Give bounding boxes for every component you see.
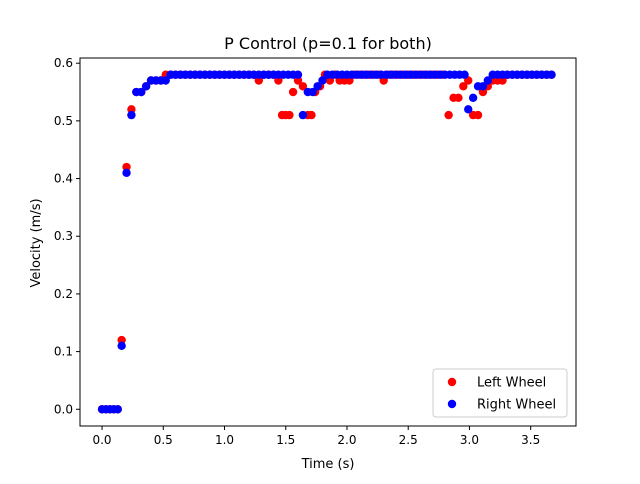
y-tick-label: 0.5	[54, 114, 73, 128]
left-wheel-point	[459, 82, 468, 91]
right-wheel-point	[141, 82, 151, 91]
y-axis-label: Velocity (m/s)	[29, 198, 44, 287]
right-wheel-point	[113, 405, 122, 414]
right-wheel-point	[117, 341, 126, 351]
left-wheel-point	[254, 76, 264, 85]
x-tick-label: 0.5	[154, 433, 173, 447]
left-wheel-point	[478, 87, 488, 97]
left-wheel-point	[274, 76, 283, 85]
right-wheel-point	[547, 70, 556, 79]
x-tick-label: 0.0	[92, 433, 111, 447]
x-tick-label: 1.5	[276, 433, 295, 447]
left-wheel-point	[285, 110, 294, 120]
right-wheel-point	[308, 87, 317, 97]
left-wheel-point	[473, 110, 483, 120]
right-wheel-point	[468, 93, 478, 102]
left-wheel-point	[498, 76, 507, 85]
x-tick-label: 3.0	[460, 433, 479, 447]
right-wheel-point	[298, 110, 308, 120]
series-right-wheel	[97, 70, 556, 414]
right-wheel-point	[293, 70, 303, 79]
right-wheel-point	[313, 82, 322, 91]
x-axis-label: Time (s)	[301, 457, 355, 472]
left-wheel-point	[444, 110, 453, 120]
plot-area	[80, 58, 576, 426]
y-axis-ticks: 0.0 0.1 0.2 0.3 0.4 0.5 0.6	[54, 56, 80, 416]
right-wheel-point	[137, 87, 146, 97]
y-tick-label: 0.3	[54, 229, 73, 243]
left-wheel-point	[307, 110, 316, 120]
left-wheel-point	[454, 93, 463, 102]
x-tick-label: 3.5	[521, 433, 540, 447]
right-wheel-point	[127, 110, 136, 120]
x-axis-ticks: 0.0 0.5 1.0 1.5 2.0 2.5 3.0 3.5	[92, 426, 540, 447]
y-tick-label: 0.2	[54, 287, 73, 301]
legend-marker	[447, 377, 457, 387]
y-tick-label: 0.6	[54, 56, 73, 70]
legend-marker	[447, 399, 457, 409]
x-tick-label: 2.5	[399, 433, 418, 447]
chart-title: P Control (p=0.1 for both)	[224, 34, 432, 53]
right-wheel-point	[464, 105, 473, 114]
right-wheel-point	[478, 82, 488, 91]
left-wheel-point	[127, 105, 136, 114]
right-wheel-point	[161, 76, 170, 85]
legend-label: Left Wheel	[477, 376, 546, 391]
left-wheel-point	[288, 87, 298, 97]
left-wheel-point	[293, 76, 303, 85]
left-wheel-point	[122, 162, 131, 172]
left-wheel-point	[117, 335, 126, 345]
right-wheel-point	[122, 168, 131, 177]
axes-frame	[79, 57, 577, 427]
right-wheel-point	[460, 70, 469, 79]
x-tick-label: 2.0	[337, 433, 356, 447]
legend: Left Wheel Right Wheel	[432, 368, 568, 418]
left-wheel-point	[298, 82, 308, 91]
legend-label: Right Wheel	[477, 398, 556, 413]
right-wheel-point	[483, 76, 493, 85]
data-points	[97, 70, 556, 414]
x-tick-label: 1.0	[215, 433, 234, 447]
right-wheel-point	[318, 76, 327, 85]
y-tick-label: 0.0	[54, 402, 73, 416]
y-tick-label: 0.1	[54, 345, 73, 359]
y-tick-label: 0.4	[54, 172, 73, 186]
legend-box	[432, 368, 568, 418]
